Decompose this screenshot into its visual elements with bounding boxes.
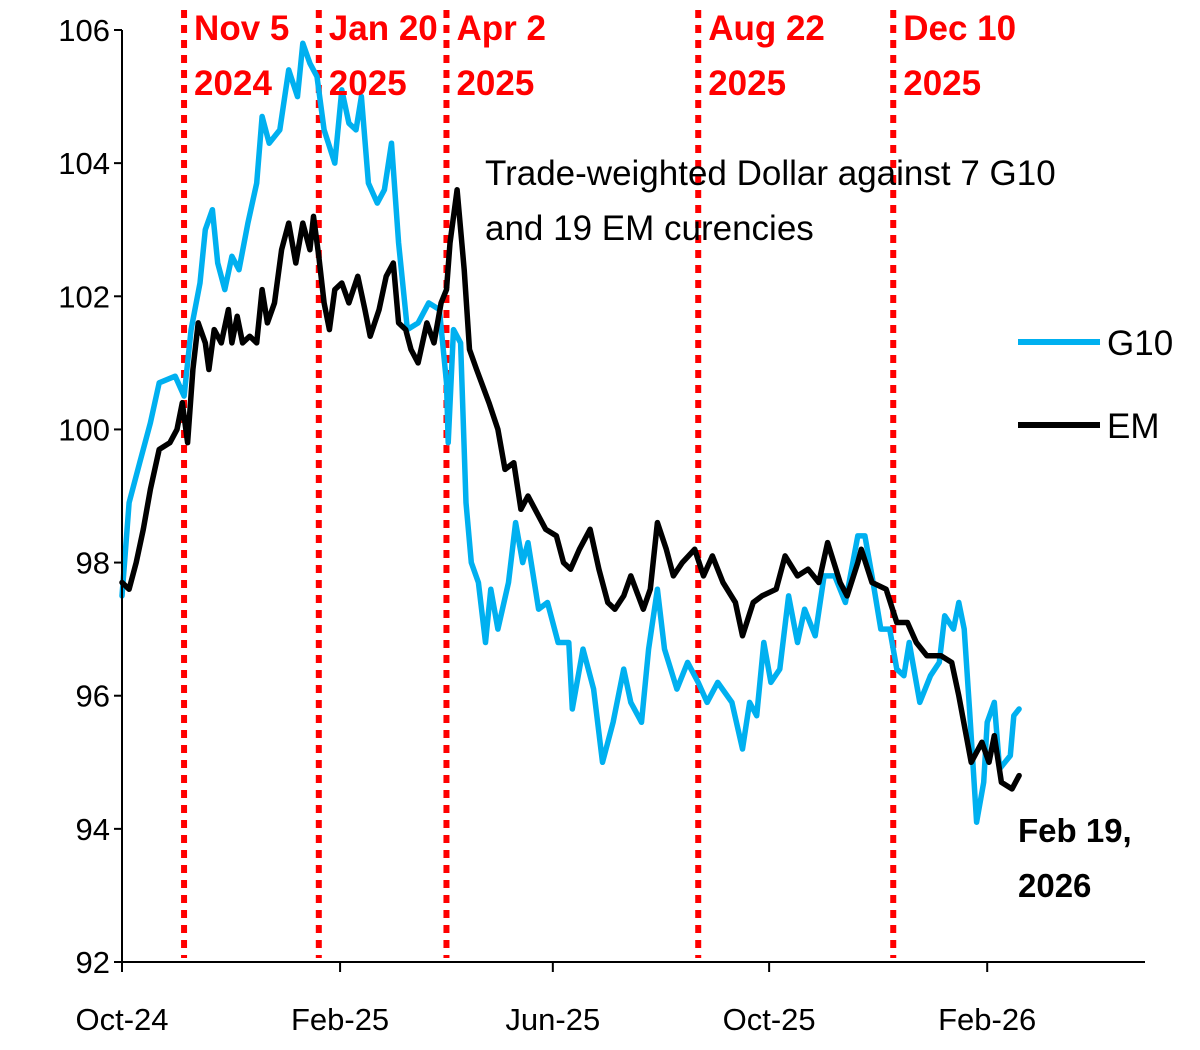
series-line-g10 — [119, 40, 1022, 825]
y-tick-label: 92 — [76, 945, 110, 980]
x-tick-label: Oct-24 — [75, 1002, 168, 1037]
series-line-em — [119, 187, 1022, 792]
x-tick-label: Feb-26 — [938, 1002, 1036, 1037]
x-tick-label: Jun-25 — [505, 1002, 600, 1037]
y-tick-label: 100 — [58, 412, 110, 447]
axes: 92 94 96 98 100 102 104 106 Oct-24 Feb-25 Jun-25 Oc… — [58, 13, 1145, 1037]
y-tick-label: 96 — [76, 679, 110, 714]
chart-annotation-line1: Trade-weighted Dollar against 7 G10 — [485, 154, 1056, 193]
y-tick-label: 106 — [58, 13, 110, 48]
event-label-year: 2025 — [903, 64, 981, 103]
series-lines — [119, 40, 1022, 825]
event-label-year: 2025 — [708, 64, 786, 103]
event-lines — [181, 10, 897, 958]
event-label-date: Jan 20 — [329, 9, 438, 48]
event-label-year: 2025 — [456, 64, 534, 103]
event-label-year: 2025 — [329, 64, 407, 103]
chart-annotation-line2: and 19 EM curencies — [485, 209, 814, 248]
y-tick-label: 104 — [58, 146, 110, 181]
x-tick-label: Oct-25 — [723, 1002, 816, 1037]
y-tick-label: 102 — [58, 279, 110, 314]
event-label-date: Aug 22 — [708, 9, 825, 48]
legend-label-g10: G10 — [1107, 324, 1173, 363]
event-label-date: Nov 5 — [194, 9, 289, 48]
legend: G10 EM — [1018, 324, 1173, 446]
end-date-label-line2: 2026 — [1018, 867, 1091, 904]
event-label-date: Dec 10 — [903, 9, 1016, 48]
legend-label-em: EM — [1107, 407, 1160, 446]
y-tick-label: 94 — [76, 812, 110, 847]
x-tick-label: Feb-25 — [291, 1002, 389, 1037]
event-label-year: 2024 — [194, 64, 272, 103]
end-date-label-line1: Feb 19, — [1018, 812, 1132, 849]
y-tick-label: 98 — [76, 546, 110, 581]
event-label-date: Apr 2 — [456, 9, 545, 48]
event-labels: Nov 5 2024 Jan 20 2025 Apr 2 2025 Aug 22 2025 De… — [194, 9, 1016, 103]
